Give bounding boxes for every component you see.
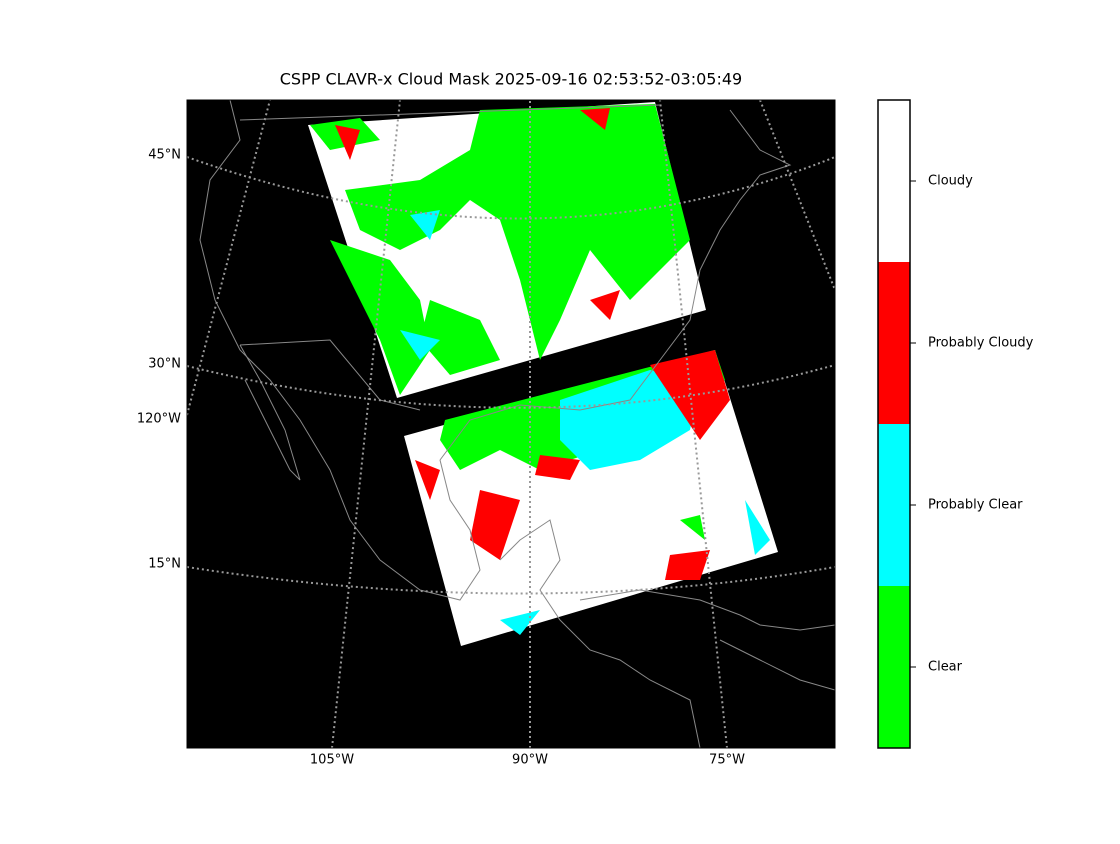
colorbar-swatch [878, 424, 910, 586]
map-frame [186, 99, 836, 749]
lon-label: 75°W [709, 753, 745, 768]
graticule [187, 100, 835, 748]
colorbar-label: Probably Cloudy [928, 336, 1034, 351]
lat-label: 15°N [148, 557, 181, 572]
colorbar-swatch [878, 100, 910, 262]
lon-label: 90°W [512, 753, 548, 768]
coastlines [199, 100, 835, 748]
colorbar-label: Probably Clear [928, 498, 1023, 513]
colorbar-swatch [878, 262, 910, 424]
title: CSPP CLAVR-x Cloud Mask 2025-09-16 02:53… [280, 70, 742, 89]
lon-label: 120°W [137, 412, 181, 427]
colorbar: Cloudy Probably Cloudy Probably Clear Clear [877, 99, 1034, 749]
colorbar-swatch [878, 586, 910, 748]
swath [308, 102, 706, 398]
lat-label: 45°N [148, 148, 181, 163]
map [187, 100, 835, 748]
lon-label: 105°W [310, 753, 354, 768]
colorbar-label: Clear [928, 660, 963, 675]
colorbar-frame [877, 99, 911, 749]
colorbar-label: Cloudy [928, 174, 973, 189]
lat-label: 30°N [148, 357, 181, 372]
swath [404, 350, 778, 646]
